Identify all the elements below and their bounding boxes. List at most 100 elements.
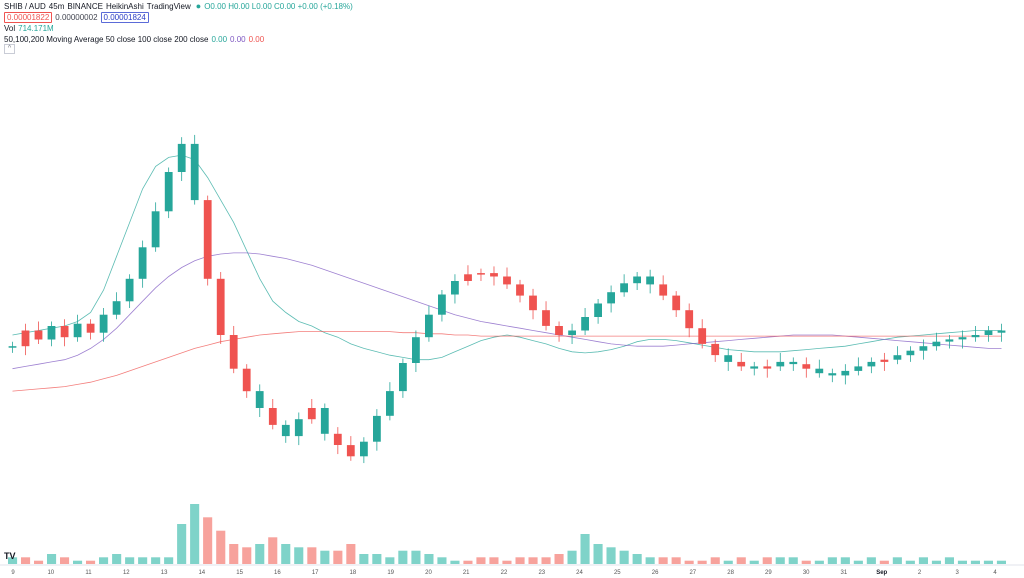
time-axis-label: 27 (689, 570, 696, 576)
volume-bar (489, 557, 499, 564)
volume-bar (268, 537, 278, 564)
candle-body (594, 303, 602, 317)
ma200-value: 0.00 (248, 35, 265, 44)
volume-bar (632, 554, 642, 564)
time-axis-label: 18 (350, 570, 357, 576)
volume-bar (814, 560, 824, 564)
volume-bar (567, 550, 577, 564)
candle-body (698, 328, 707, 344)
collapse-legend-button[interactable]: ^ (4, 44, 15, 54)
candle-body (320, 408, 329, 434)
candle-body (242, 368, 251, 392)
candle (47, 321, 56, 347)
candle-body (529, 295, 537, 311)
candle (242, 364, 251, 398)
volume-bar (255, 544, 265, 564)
candle (503, 267, 511, 289)
interval-label[interactable]: 45m (48, 2, 65, 11)
time-axis-label: 11 (85, 570, 92, 576)
candle-body (542, 310, 550, 326)
candle (99, 307, 108, 342)
volume-bar (710, 557, 720, 564)
time-axis-label: 31 (841, 570, 848, 576)
volume-bar (879, 560, 889, 564)
time-axis-label: 17 (312, 570, 319, 576)
candle (360, 437, 368, 464)
candle-body (60, 326, 69, 338)
volume-bar (723, 560, 733, 564)
candle-body (763, 366, 772, 369)
time-axis-label: 19 (387, 570, 394, 576)
volume-bar (476, 557, 486, 564)
ask-price-box[interactable]: 0.00001824 (100, 12, 149, 23)
candle (346, 436, 355, 461)
volume-bar (320, 550, 330, 564)
candle (112, 292, 121, 320)
volume-bar (801, 560, 811, 564)
volume-bar (60, 557, 70, 564)
ma200-line (12, 331, 1002, 392)
ma50-value: 0.00 (211, 35, 228, 44)
candle (255, 384, 264, 417)
candle-body (229, 335, 238, 369)
volume-bar (983, 560, 993, 564)
candle (919, 339, 928, 360)
candle-body (893, 355, 902, 360)
candle (138, 240, 147, 288)
symbol-name[interactable]: SHIB / AUD (4, 2, 46, 11)
candle-body (945, 339, 954, 342)
candle (164, 167, 173, 219)
candle-body (34, 330, 43, 340)
candle (958, 330, 967, 349)
moving-average-lines (12, 154, 1002, 392)
time-axis-label: 26 (652, 570, 659, 576)
spread-value: 0.00000002 (55, 13, 98, 22)
volume-bar (125, 557, 135, 564)
candle-body (776, 361, 785, 367)
candle (711, 339, 720, 362)
candle-body (997, 330, 1006, 333)
candle-body (333, 433, 342, 445)
candle-body (750, 366, 759, 369)
candle-body (255, 391, 264, 408)
candle-body (815, 368, 824, 374)
market-status-icon: ● (195, 1, 202, 11)
candle (607, 285, 615, 313)
candle-body (86, 323, 95, 333)
candle (685, 303, 694, 338)
candle-body (281, 424, 290, 437)
candle (529, 288, 537, 320)
candle-body (477, 273, 485, 275)
candle (464, 265, 472, 286)
volume-bar (892, 557, 902, 564)
candle (177, 137, 186, 181)
candle (997, 323, 1006, 342)
bid-price-box[interactable]: 0.00001822 (4, 12, 53, 23)
candle (880, 352, 889, 371)
ma-indicator-title[interactable]: 50,100,200 Moving Average 50 close 100 c… (4, 35, 209, 44)
volume-bar (853, 560, 863, 564)
candle-body (268, 408, 277, 425)
volume-bar (190, 504, 200, 564)
candle-body (307, 408, 316, 420)
volume-bar (73, 560, 83, 564)
candle (412, 330, 420, 373)
candle (815, 359, 824, 378)
time-axis-label: 12 (123, 570, 130, 576)
volume-label[interactable]: Vol (4, 24, 16, 33)
candle (698, 319, 707, 349)
volume-bar (86, 560, 96, 564)
candle-body (216, 278, 225, 335)
time-axis-label: 13 (161, 570, 168, 576)
time-axis-label: 15 (236, 570, 243, 576)
volume-bar (645, 557, 655, 564)
candle (893, 346, 902, 365)
time-axis-label: 20 (425, 570, 432, 576)
time-axis-label: 23 (538, 570, 545, 576)
source-label: TradingView (146, 2, 191, 11)
volume-bar (21, 557, 31, 564)
time-axis: 9 10 11 12 13 14 15 16 17 18 19 20 21 22 23 24 25 26 27 28 2… (0, 564, 1024, 576)
candle-body (294, 419, 303, 437)
volume-bar (606, 547, 616, 564)
